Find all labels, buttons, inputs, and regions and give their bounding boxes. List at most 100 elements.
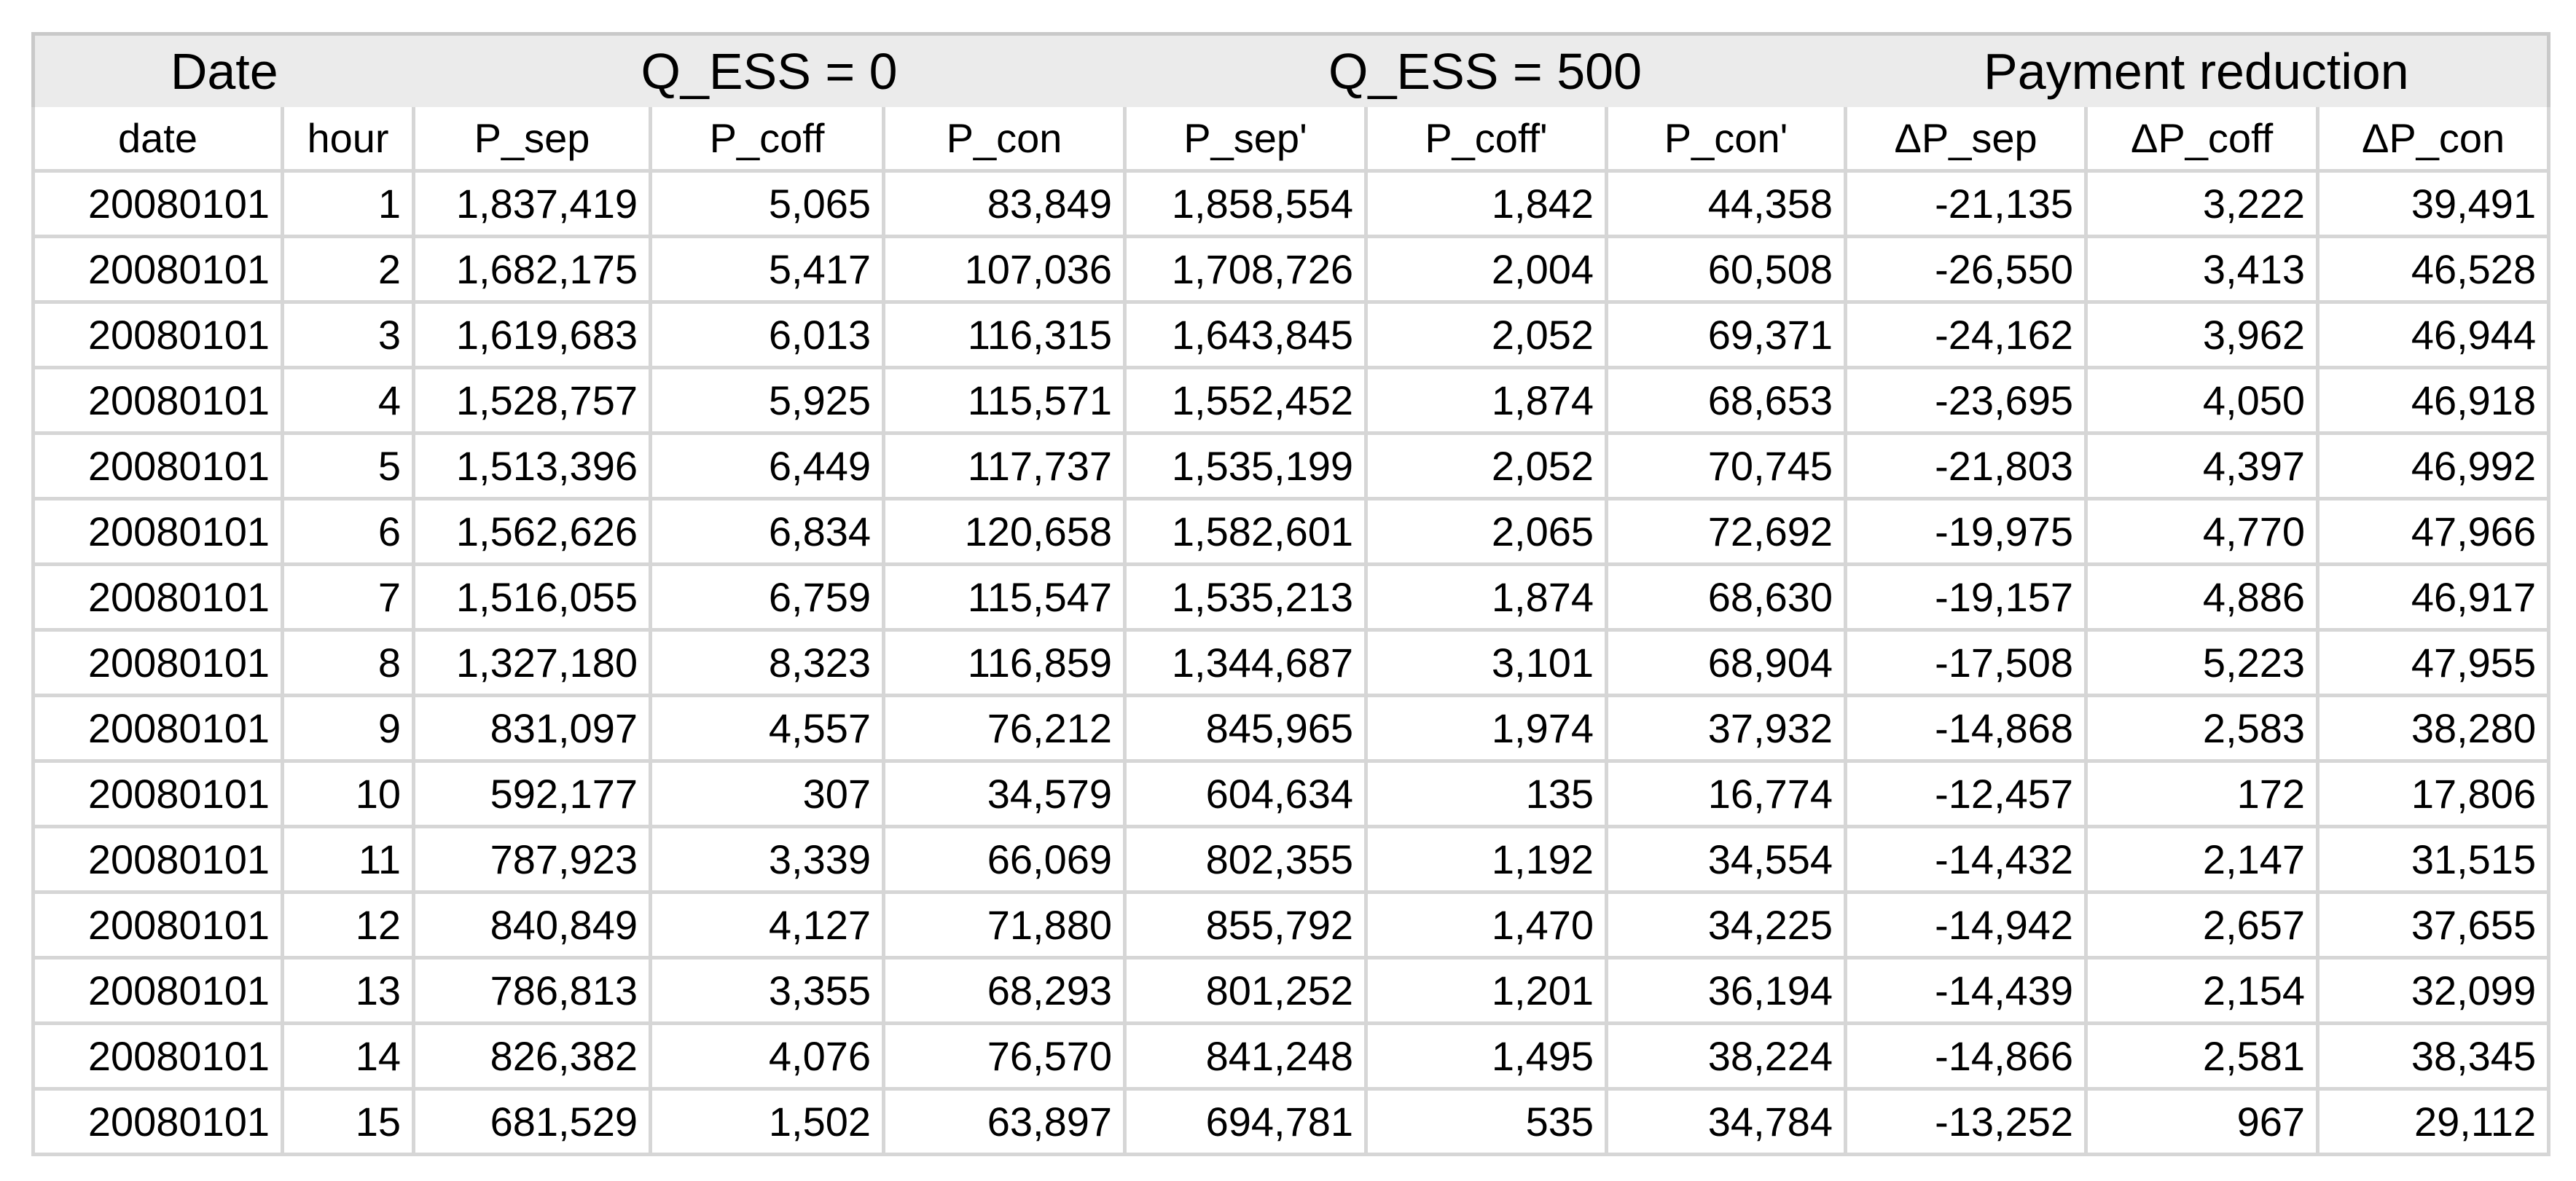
column-header-delta-p-sep: ΔP_sep [1844,106,2088,173]
table-cell: 3,355 [649,956,885,1025]
table-cell: 2,065 [1364,497,1609,566]
table-cell: -19,157 [1844,562,2088,632]
table-cell: 1,874 [1364,562,1609,632]
table-cell: 2,052 [1364,300,1609,369]
table-cell: 20080101 [31,628,284,697]
table-cell: 4,557 [649,694,885,763]
table-cell: 5,925 [649,366,885,435]
table-cell: 3,222 [2084,169,2320,238]
table-cell: 2,004 [1364,235,1609,304]
table-cell: 20080101 [31,431,284,501]
table-cell: 1,201 [1364,956,1609,1025]
table-cell: 46,917 [2316,562,2551,632]
table-cell: 46,992 [2316,431,2551,501]
table-row: 20080101 9 831,097 4,557 76,212 845,965 1,974 3… [31,694,2551,763]
table-cell: -12,457 [1844,759,2088,828]
table-cell: 1,842 [1364,169,1609,238]
table-cell: 3,339 [649,825,885,894]
column-header-row: date hour P_sep P_coff P_con P_sep' P_co… [31,106,2551,173]
table-cell: 20080101 [31,759,284,828]
table-cell: 7 [281,562,415,632]
table-cell: 1,643,845 [1123,300,1369,369]
table-cell: 1,513,396 [412,431,652,501]
column-header-p-sep: P_sep [412,106,652,173]
column-header-p-con: P_con [881,106,1127,173]
table-cell: 135 [1364,759,1609,828]
table-cell: 1,495 [1364,1021,1609,1091]
table-cell: 46,944 [2316,300,2551,369]
column-header-hour: hour [281,106,415,173]
table-cell: 37,655 [2316,890,2551,960]
table-cell: 34,225 [1605,890,1848,960]
table-cell: 1,582,601 [1123,497,1369,566]
table-cell: 1,837,419 [412,169,652,238]
table-cell: -19,975 [1844,497,2088,566]
table-cell: 8,323 [649,628,885,697]
table-cell: 694,781 [1123,1087,1369,1156]
table-row: 20080101 6 1,562,626 6,834 120,658 1,582,601 2… [31,497,2551,566]
table-cell: 1,874 [1364,366,1609,435]
table-cell: -13,252 [1844,1087,2088,1156]
table-cell: 1,974 [1364,694,1609,763]
table-cell: 840,849 [412,890,652,960]
table-cell: 36,194 [1605,956,1848,1025]
table-row: 20080101 15 681,529 1,502 63,897 694,781 535 34… [31,1087,2551,1156]
table-cell: 1,344,687 [1123,628,1369,697]
table-cell: 6,013 [649,300,885,369]
table-cell: 845,965 [1123,694,1369,763]
table-cell: 20080101 [31,1087,284,1156]
group-header-qess-500: Q_ESS = 500 [1124,34,1846,107]
table-cell: 15 [281,1087,415,1156]
table-cell: 16,774 [1605,759,1848,828]
table-cell: -24,162 [1844,300,2088,369]
table-cell: 826,382 [412,1021,652,1091]
table-cell: 1,327,180 [412,628,652,697]
table-cell: 2,583 [2084,694,2320,763]
table-cell: -26,550 [1844,235,2088,304]
column-header-p-con-prime: P_con' [1605,106,1848,173]
table-cell: 12 [281,890,415,960]
table-cell: -14,432 [1844,825,2088,894]
table-cell: 1,516,055 [412,562,652,632]
table-cell: 10 [281,759,415,828]
table-cell: 39,491 [2316,169,2551,238]
group-header-date: Date [33,34,414,107]
table-cell: 34,579 [881,759,1127,828]
table-cell: 6,759 [649,562,885,632]
column-header-date: date [31,106,284,173]
table-row: 20080101 5 1,513,396 6,449 117,737 1,535,199 2… [31,431,2551,501]
table-cell: 5 [281,431,415,501]
table-cell: 9 [281,694,415,763]
table-cell: 107,036 [881,235,1127,304]
table-cell: 38,280 [2316,694,2551,763]
table-cell: 69,371 [1605,300,1848,369]
table-cell: 4,050 [2084,366,2320,435]
table-cell: 1,502 [649,1087,885,1156]
table-cell: 20080101 [31,1021,284,1091]
table-cell: -17,508 [1844,628,2088,697]
table-cell: 3,413 [2084,235,2320,304]
table-cell: 44,358 [1605,169,1848,238]
table-body: 20080101 1 1,837,419 5,065 83,849 1,858,554 1,… [31,169,2551,1156]
table-cell: 307 [649,759,885,828]
column-header-p-coff-prime: P_coff' [1364,106,1609,173]
group-header-payment-reduction: Payment reduction [1845,34,2549,107]
table-cell: 20080101 [31,300,284,369]
table-cell: 38,224 [1605,1021,1848,1091]
table-row: 20080101 11 787,923 3,339 66,069 802,355 1,192… [31,825,2551,894]
table-cell: 2,657 [2084,890,2320,960]
table-cell: 66,069 [881,825,1127,894]
table-cell: 116,315 [881,300,1127,369]
table-cell: 4,397 [2084,431,2320,501]
table-cell: 11 [281,825,415,894]
table-cell: 1,535,199 [1123,431,1369,501]
table-cell: 20080101 [31,169,284,238]
table-cell: 4,770 [2084,497,2320,566]
table-cell: 787,923 [412,825,652,894]
table-cell: 1,552,452 [1123,366,1369,435]
table-row: 20080101 7 1,516,055 6,759 115,547 1,535,213 1… [31,562,2551,632]
table-cell: 115,571 [881,366,1127,435]
table-cell: 34,784 [1605,1087,1848,1156]
table-cell: 2,052 [1364,431,1609,501]
table-cell: 29,112 [2316,1087,2551,1156]
